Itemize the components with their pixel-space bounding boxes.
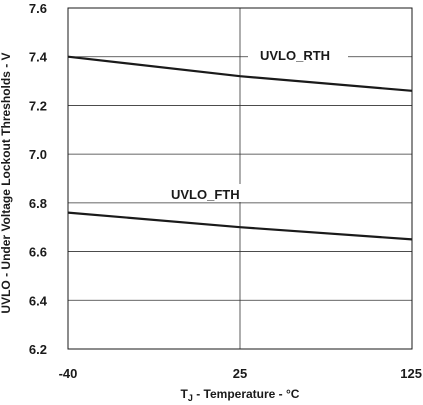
y-tick-label: 6.8 <box>29 196 47 211</box>
series-line-uvlo_fth <box>67 211 413 241</box>
x-tick-label: 25 <box>233 366 247 381</box>
x-tick-label: 125 <box>400 366 422 381</box>
series-labels: UVLO_RTH UVLO_FTH <box>159 45 348 202</box>
plot-frame <box>67 7 413 350</box>
y-axis-title: UVLO - Under Voltage Lockout Thresholds … <box>0 52 13 313</box>
y-tick-label: 7.4 <box>29 50 48 65</box>
x-axis-title-rest: - Temperature - °C <box>193 387 300 401</box>
series-line-uvlo_rth <box>67 55 413 92</box>
y-tick-label: 6.4 <box>29 293 48 308</box>
y-tick-label: 6.2 <box>29 342 47 357</box>
y-tick-label: 7.2 <box>29 98 47 113</box>
series-label-background <box>248 45 348 63</box>
series-label-uvlo_rth: UVLO_RTH <box>260 48 330 63</box>
y-tick-label: 7.6 <box>29 1 47 16</box>
x-axis-title: TJ - Temperature - °C <box>181 387 300 403</box>
y-tick-label: 6.6 <box>29 245 47 260</box>
x-axis-title-subscript: J <box>188 393 193 403</box>
series-label-uvlo_fth: UVLO_FTH <box>171 187 240 202</box>
series-label-background <box>159 184 264 202</box>
x-axis-title-main: T <box>181 387 189 401</box>
y-axis-ticks: 6.2 6.4 6.6 6.8 7.0 7.2 7.4 7.6 <box>29 1 48 357</box>
x-tick-label: -40 <box>59 366 78 381</box>
grid <box>68 8 412 349</box>
series-group <box>67 55 413 241</box>
x-axis-ticks: -40 25 125 <box>59 366 422 381</box>
y-tick-label: 7.0 <box>29 147 47 162</box>
